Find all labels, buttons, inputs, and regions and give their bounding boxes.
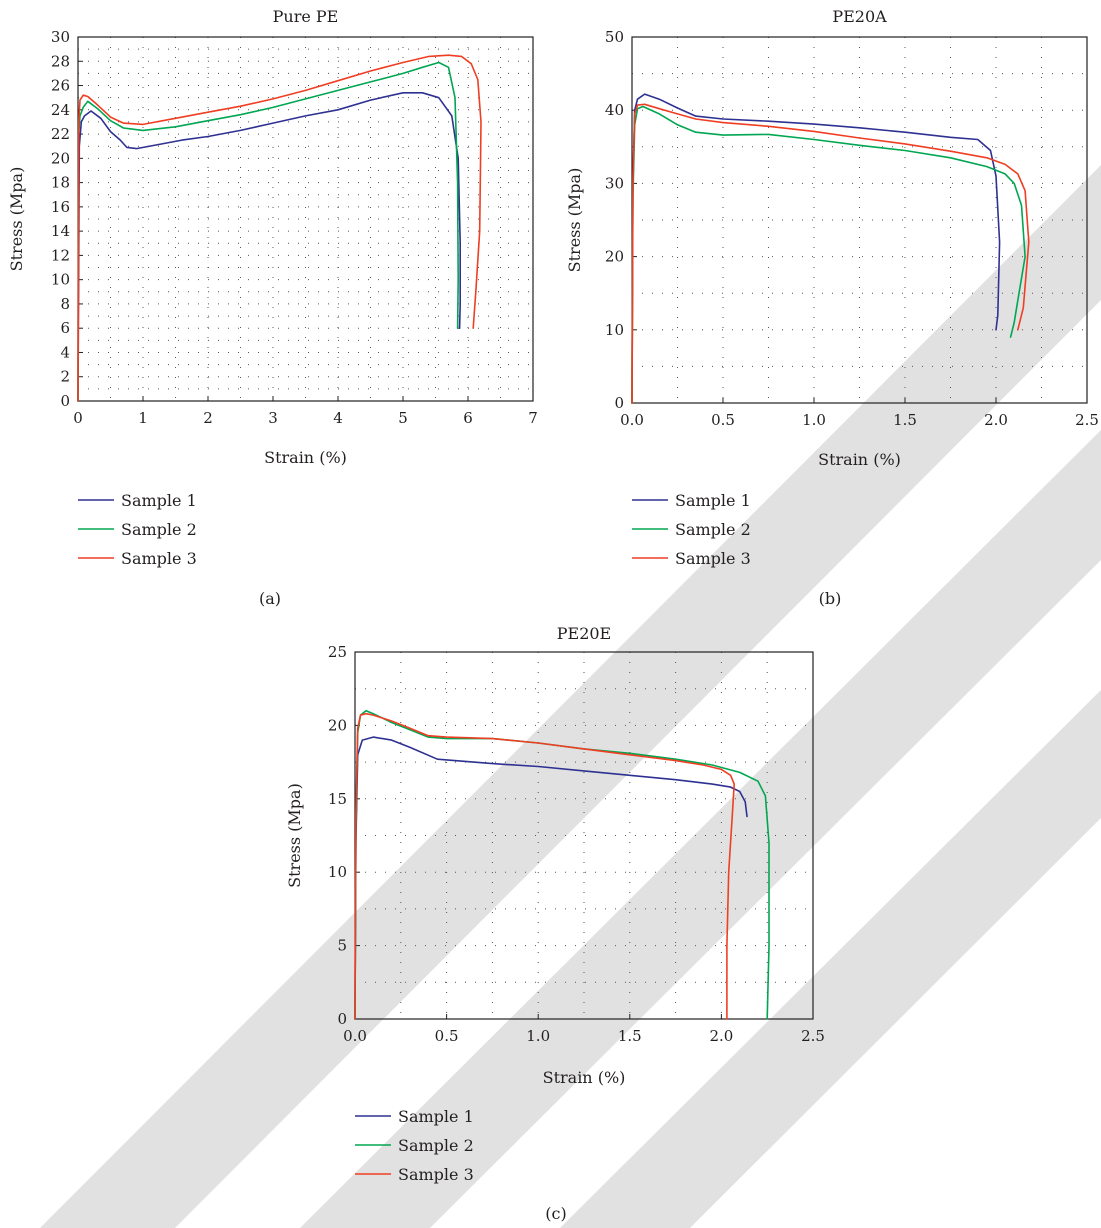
legend-label-sample-2: Sample 2	[675, 520, 751, 539]
legend-label-sample-1: Sample 1	[121, 491, 197, 510]
chart-panel-1: 0 1 2 3 4 5 6 7024681012141618202224262830Pure …	[7, 7, 538, 608]
legend-label-sample-2: Sample 2	[121, 520, 197, 539]
y-tick-label: 2	[60, 368, 70, 386]
legend: Sample 1 Sample 2 Sample 3	[632, 491, 751, 568]
chart-title: PE20E	[557, 624, 611, 643]
watermark-band-1	[40, 165, 1101, 1228]
x-tick-label: 0.5	[435, 1027, 459, 1045]
series-line-sample-1	[354, 736, 748, 1020]
y-tick-label: 16	[51, 198, 70, 216]
x-tick-label: 0.0	[620, 411, 644, 429]
y-tick-label: 20	[328, 716, 347, 734]
y-tick-label: 18	[51, 174, 70, 192]
x-tick-label: 2.0	[984, 411, 1008, 429]
x-tick-label: 1	[138, 409, 148, 427]
y-tick-label: 5	[337, 937, 347, 955]
x-tick-label: 0.0	[343, 1027, 367, 1045]
x-tick-label: 1.0	[802, 411, 826, 429]
x-axis-label: Strain (%)	[264, 448, 347, 467]
grid	[632, 37, 1087, 403]
legend-label-sample-1: Sample 1	[398, 1107, 474, 1126]
y-tick-label: 15	[328, 790, 347, 808]
legend-label-sample-3: Sample 3	[675, 549, 751, 568]
retracted-watermark	[40, 165, 1101, 1228]
series-line-sample-1	[77, 92, 462, 402]
y-tick-label: 30	[605, 174, 624, 192]
y-tick-label: 12	[51, 246, 70, 264]
chart-title: PE20A	[832, 7, 887, 26]
y-tick-label: 28	[51, 52, 70, 70]
series-line-sample-3	[77, 54, 482, 402]
y-tick-label: 8	[60, 295, 70, 313]
x-tick-label: 0.5	[711, 411, 735, 429]
y-axis-label: Stress (Mpa)	[565, 168, 584, 273]
y-tick-label: 20	[51, 149, 70, 167]
y-tick-label: 10	[605, 321, 624, 339]
y-tick-label: 4	[60, 343, 70, 361]
legend-label-sample-3: Sample 3	[398, 1165, 474, 1184]
x-tick-label: 3	[268, 409, 278, 427]
series-line-sample-2	[77, 61, 460, 402]
y-tick-label: 30	[51, 28, 70, 46]
chart-panel-2: 0.0 0.5 1.0 1.5 2.0 2.5 0 10 20 30 40 50 PE20A Strain…	[565, 7, 1099, 608]
legend-label-sample-3: Sample 3	[121, 549, 197, 568]
legend-label-sample-1: Sample 1	[675, 491, 751, 510]
x-tick-label: 2.5	[801, 1027, 825, 1045]
x-tick-label: 2.0	[709, 1027, 733, 1045]
x-tick-label: 4	[333, 409, 343, 427]
chart-panel-3: 0.0 0.5 1.0 1.5 2.0 2.5 0 5 10 15 20 25 PE20E Strain …	[285, 624, 825, 1223]
x-axis-label: Strain (%)	[543, 1068, 626, 1087]
panel-caption: (b)	[819, 589, 842, 608]
y-tick-label: 0	[614, 394, 624, 412]
watermark-band-2	[300, 430, 1101, 1228]
plot-frame	[77, 36, 534, 402]
watermark-band-3	[560, 690, 1101, 1228]
y-tick-label: 0	[60, 392, 70, 410]
y-tick-label: 25	[328, 643, 347, 661]
legend-label-sample-2: Sample 2	[398, 1136, 474, 1155]
x-tick-label: 2	[203, 409, 213, 427]
y-tick-label: 20	[605, 248, 624, 266]
y-tick-label: 50	[605, 28, 624, 46]
y-tick-label: 26	[51, 77, 70, 95]
y-tick-label: 14	[51, 222, 70, 240]
x-tick-label: 0	[73, 409, 83, 427]
x-tick-label: 6	[463, 409, 473, 427]
series-line-sample-3	[354, 712, 736, 1020]
series-line-sample-2	[631, 105, 1026, 404]
chart-panels: 0 1 2 3 4 5 6 7024681012141618202224262830Pure …	[7, 7, 1099, 1223]
x-tick-label: 1.5	[893, 411, 917, 429]
y-tick-label: 10	[328, 863, 347, 881]
y-tick-label: 0	[337, 1010, 347, 1028]
x-tick-label: 7	[528, 409, 538, 427]
legend: Sample 1 Sample 2 Sample 3	[78, 491, 197, 568]
y-axis-label: Stress (Mpa)	[7, 167, 26, 272]
y-tick-label: 40	[605, 101, 624, 119]
x-tick-label: 1.0	[526, 1027, 550, 1045]
panel-caption: (c)	[545, 1204, 566, 1223]
chart-title: Pure PE	[273, 7, 339, 26]
y-axis-label: Stress (Mpa)	[285, 783, 304, 888]
y-tick-label: 22	[51, 125, 70, 143]
plot-frame	[354, 651, 814, 1020]
panel-caption: (a)	[259, 589, 281, 608]
x-tick-label: 1.5	[618, 1027, 642, 1045]
y-tick-label: 10	[51, 271, 70, 289]
x-axis-label: Strain (%)	[818, 450, 901, 469]
x-tick-label: 5	[398, 409, 408, 427]
grid	[78, 37, 533, 401]
x-tick-label: 2.5	[1075, 411, 1099, 429]
series-line-sample-3	[631, 103, 1030, 404]
y-tick-label: 24	[51, 101, 70, 119]
y-tick-label: 6	[60, 319, 70, 337]
series-line-sample-1	[631, 93, 1001, 404]
legend: Sample 1 Sample 2 Sample 3	[355, 1107, 474, 1184]
